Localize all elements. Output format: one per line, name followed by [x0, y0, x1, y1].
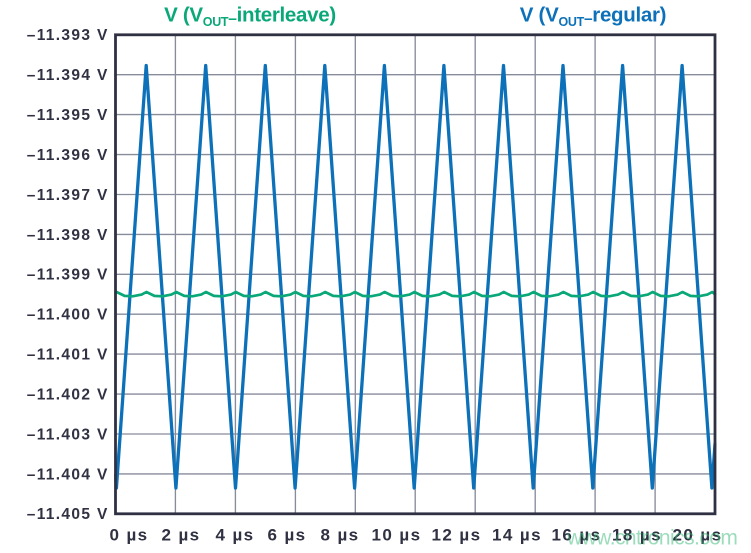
- svg-text:14 µs: 14 µs: [492, 526, 542, 545]
- svg-text:20 µs: 20 µs: [673, 526, 723, 545]
- svg-text:www.cntronics.com: www.cntronics.com: [566, 527, 737, 550]
- svg-text:–11.404 V: –11.404 V: [27, 466, 109, 483]
- svg-text:4 µs: 4 µs: [215, 526, 254, 545]
- svg-text:6 µs: 6 µs: [267, 526, 306, 545]
- svg-text:12 µs: 12 µs: [432, 526, 482, 545]
- svg-text:–11.394 V: –11.394 V: [27, 67, 109, 84]
- svg-text:–11.405 V: –11.405 V: [27, 506, 109, 523]
- svg-text:–11.399 V: –11.399 V: [27, 267, 109, 284]
- svg-text:18 µs: 18 µs: [612, 526, 662, 545]
- svg-text:–11.400 V: –11.400 V: [27, 307, 109, 324]
- svg-text:10 µs: 10 µs: [372, 526, 422, 545]
- svg-text:V (VOUT–regular): V (VOUT–regular): [520, 4, 666, 30]
- svg-text:V (VOUT–interleave): V (VOUT–interleave): [164, 4, 336, 30]
- svg-text:–11.395 V: –11.395 V: [27, 107, 109, 124]
- svg-text:–11.393 V: –11.393 V: [27, 27, 109, 44]
- svg-text:–11.402 V: –11.402 V: [27, 386, 109, 403]
- svg-text:2 µs: 2 µs: [161, 526, 200, 545]
- svg-text:–11.401 V: –11.401 V: [27, 347, 109, 364]
- svg-text:–11.403 V: –11.403 V: [27, 426, 109, 443]
- svg-text:–11.397 V: –11.397 V: [27, 187, 109, 204]
- svg-text:–11.396 V: –11.396 V: [27, 147, 109, 164]
- svg-text:8 µs: 8 µs: [320, 526, 359, 545]
- svg-text:16 µs: 16 µs: [552, 526, 602, 545]
- svg-text:–11.398 V: –11.398 V: [27, 227, 109, 244]
- svg-text:0 µs: 0 µs: [109, 526, 148, 545]
